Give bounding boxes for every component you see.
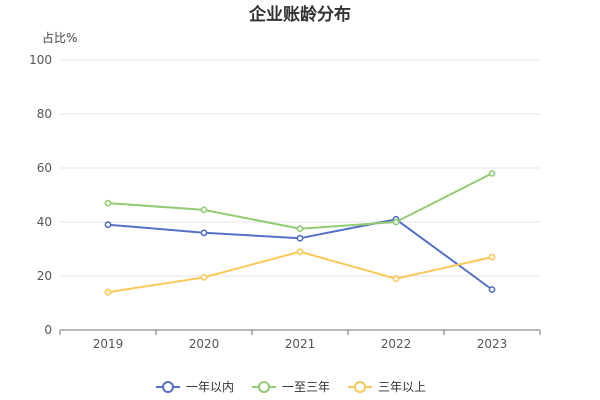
data-point[interactable]: [488, 169, 496, 177]
data-point[interactable]: [296, 234, 304, 242]
data-point[interactable]: [296, 225, 304, 233]
series-lines: [104, 169, 496, 296]
y-tick-labels: 0 20 40 60 80 100: [29, 53, 52, 337]
legend-swatch-marker: [354, 381, 366, 393]
x-tick-label: 2022: [381, 337, 412, 351]
legend-label: 一年以内: [186, 380, 234, 394]
y-tick-label: 60: [37, 161, 52, 175]
legend-label: 一至三年: [282, 380, 330, 394]
legend-item[interactable]: 三年以上: [348, 380, 426, 394]
x-tick-labels: 2019 2020 2021 2022 2023: [93, 337, 508, 351]
data-point[interactable]: [392, 218, 400, 226]
y-tick-label: 40: [37, 215, 52, 229]
legend-label: 三年以上: [378, 380, 426, 394]
data-point[interactable]: [200, 229, 208, 237]
data-point[interactable]: [200, 206, 208, 214]
legend: 一年以内 一至三年 三年以上: [156, 380, 426, 394]
legend-swatch-marker: [258, 381, 270, 393]
x-tick-label: 2020: [189, 337, 220, 351]
data-point[interactable]: [296, 248, 304, 256]
data-point[interactable]: [104, 288, 112, 296]
data-point[interactable]: [200, 273, 208, 281]
series-0: [104, 215, 496, 293]
legend-item[interactable]: 一至三年: [252, 380, 330, 394]
grid-lines: [60, 59, 540, 277]
data-point[interactable]: [104, 221, 112, 229]
series-2: [104, 248, 496, 296]
y-tick-label: 80: [37, 107, 52, 121]
data-point[interactable]: [488, 286, 496, 293]
series-line: [107, 172, 493, 230]
series-1: [104, 169, 496, 233]
x-tick-label: 2023: [477, 337, 508, 351]
series-line: [107, 250, 493, 294]
data-point[interactable]: [488, 253, 496, 261]
legend-item[interactable]: 一年以内: [156, 380, 234, 394]
x-tick-label: 2019: [93, 337, 124, 351]
x-tick-label: 2021: [285, 337, 316, 351]
axes: [59, 329, 541, 335]
y-tick-label: 20: [37, 269, 52, 283]
y-tick-label: 0: [44, 323, 52, 337]
data-point[interactable]: [392, 275, 400, 283]
legend-swatch-marker: [162, 381, 174, 393]
data-point[interactable]: [104, 199, 112, 207]
chart-title: 企业账龄分布: [248, 4, 351, 25]
y-axis-label: 占比%: [42, 30, 77, 45]
y-tick-label: 100: [29, 53, 52, 67]
